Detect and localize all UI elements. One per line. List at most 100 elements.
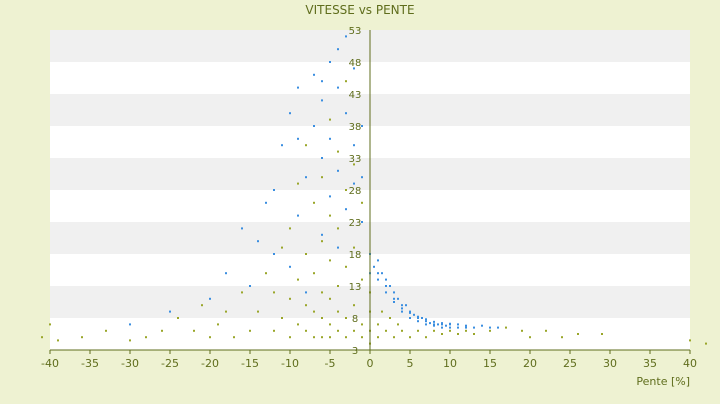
data-point: [337, 86, 339, 89]
data-point: [281, 246, 283, 249]
y-tick-label: 43: [349, 90, 362, 101]
data-point: [265, 201, 267, 204]
data-point: [313, 73, 315, 76]
data-point: [433, 320, 435, 323]
x-tick-label: -25: [161, 357, 179, 370]
data-point: [441, 333, 443, 335]
data-point: [345, 336, 347, 339]
data-point: [273, 253, 275, 255]
data-point: [305, 291, 307, 294]
data-point: [457, 323, 459, 326]
y-tick-label: 53: [349, 26, 362, 37]
x-tick-label: -20: [201, 357, 219, 370]
data-point: [425, 320, 427, 323]
data-point: [305, 253, 307, 255]
data-point: [377, 323, 379, 326]
data-point: [353, 304, 355, 307]
x-tick-label: -5: [325, 357, 336, 370]
data-point: [473, 326, 475, 329]
data-point: [321, 99, 323, 102]
data-point: [289, 297, 291, 300]
data-point: [489, 329, 491, 332]
data-point: [49, 323, 51, 326]
data-point: [361, 278, 363, 281]
y-tick-label: 38: [349, 122, 362, 133]
data-point: [353, 67, 355, 70]
data-point: [337, 227, 339, 230]
data-point: [289, 112, 291, 115]
data-point: [281, 144, 283, 147]
data-point: [305, 329, 307, 332]
data-point: [225, 310, 227, 313]
data-point: [345, 80, 347, 83]
data-point: [433, 329, 435, 332]
data-point: [401, 307, 403, 310]
data-point: [321, 80, 323, 83]
data-point: [337, 169, 339, 172]
x-tick-label: -30: [121, 357, 139, 370]
data-point: [377, 278, 379, 281]
data-point: [381, 310, 383, 313]
data-point: [489, 326, 491, 329]
data-point: [353, 329, 355, 332]
data-point: [289, 265, 291, 268]
data-point: [353, 163, 355, 166]
data-point: [241, 291, 243, 294]
data-point: [385, 278, 387, 281]
data-point: [353, 246, 355, 249]
data-point: [337, 150, 339, 153]
data-point: [457, 326, 459, 329]
y-tick-label: 33: [349, 154, 362, 165]
data-point: [41, 336, 43, 339]
data-point: [169, 310, 171, 313]
data-point: [337, 285, 339, 287]
data-point: [545, 329, 547, 332]
x-axis-label: Pente [%]: [636, 375, 690, 388]
y-tick-label: 18: [349, 250, 362, 261]
data-point: [521, 329, 523, 332]
data-point: [409, 311, 411, 314]
data-point: [281, 317, 283, 319]
x-tick-label: 35: [643, 357, 657, 370]
data-point: [361, 176, 363, 179]
data-point: [273, 189, 275, 191]
data-point: [417, 329, 419, 332]
data-point: [313, 336, 315, 339]
data-point: [337, 329, 339, 332]
data-point: [329, 118, 331, 121]
data-point: [409, 317, 411, 319]
data-point: [425, 336, 427, 339]
x-tick-label: 30: [603, 357, 617, 370]
data-point: [297, 278, 299, 281]
x-tick-label: 25: [563, 357, 577, 370]
data-point: [209, 297, 211, 300]
y-tick-label: 3: [352, 346, 358, 357]
data-point: [601, 333, 603, 335]
data-point: [529, 336, 531, 339]
data-point: [421, 317, 423, 319]
data-point: [161, 329, 163, 332]
data-point: [473, 333, 475, 335]
data-point: [385, 329, 387, 332]
data-point: [305, 176, 307, 179]
data-point: [433, 324, 435, 327]
data-point: [209, 336, 211, 339]
data-point: [361, 323, 363, 326]
data-point: [129, 339, 131, 342]
data-point: [273, 329, 275, 332]
x-tick-labels: -40 -35 -30 -25 -20 -15 -10 -5 0 5 10 15 20 25 30 35 40: [41, 350, 697, 370]
data-point: [329, 137, 331, 140]
data-point: [417, 317, 419, 319]
data-point: [329, 259, 331, 262]
data-point: [321, 317, 323, 319]
data-point: [297, 137, 299, 140]
data-point: [129, 323, 131, 326]
data-point: [313, 310, 315, 313]
data-point: [241, 227, 243, 230]
x-tick-label: -40: [41, 357, 59, 370]
data-point: [257, 240, 259, 243]
data-point: [145, 336, 147, 339]
data-point: [441, 326, 443, 329]
data-point: [417, 320, 419, 323]
